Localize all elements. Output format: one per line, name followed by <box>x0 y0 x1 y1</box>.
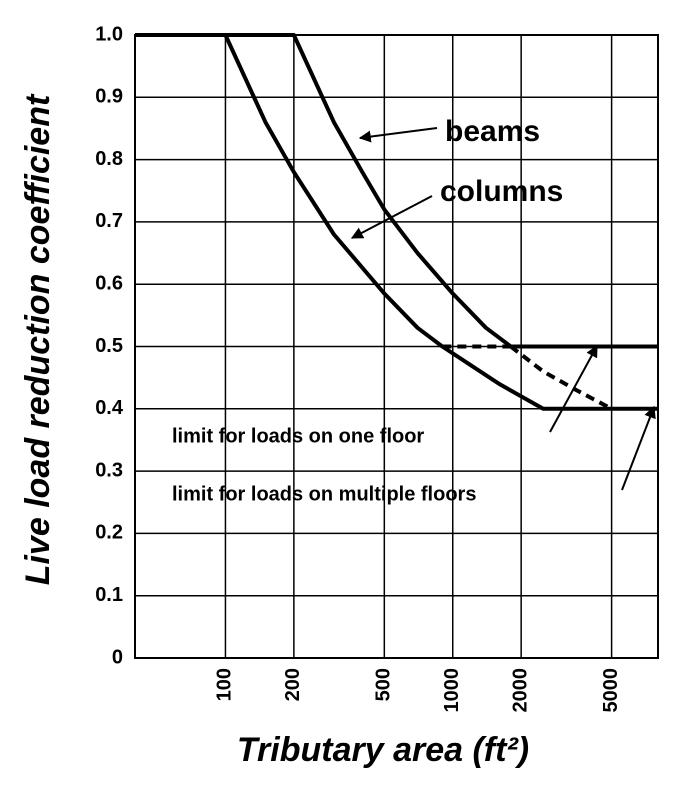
x-tick-label: 5000 <box>600 668 622 713</box>
x-tick-label: 200 <box>282 668 304 701</box>
y-tick-label: 0.7 <box>95 210 123 232</box>
x-tick-label: 2000 <box>509 668 531 713</box>
series-line <box>135 33 658 411</box>
y-tick-label: 0.9 <box>95 86 123 108</box>
y-tick-label: 0 <box>112 646 123 668</box>
y-tick-label: 0.3 <box>95 459 123 481</box>
y-tick-label: 0.4 <box>95 397 124 419</box>
x-tick-label: 500 <box>373 668 395 701</box>
multi-floor-arrow <box>621 405 656 491</box>
series-line <box>135 33 658 349</box>
series-label: columns <box>440 175 563 208</box>
y-tick-label: 0.6 <box>95 272 123 294</box>
beams-arrow <box>358 127 438 143</box>
y-tick-label: 0.5 <box>95 335 123 357</box>
x-axis-title: Tributary area (ft²) <box>237 731 529 769</box>
y-axis-title: Live load reduction coefficient <box>19 93 57 585</box>
x-tick-label: 100 <box>214 668 236 701</box>
x-tick-label: 1000 <box>441 668 463 713</box>
series-label: beams <box>445 115 540 148</box>
y-tick-label: 0.8 <box>95 148 123 170</box>
y-tick-label: 1.0 <box>95 23 123 45</box>
y-tick-label: 0.2 <box>95 522 123 544</box>
annotation: limit for loads on one floor <box>172 425 424 447</box>
annotation: limit for loads on multiple floors <box>172 483 476 505</box>
dashed-line <box>509 344 613 411</box>
y-tick-label: 0.1 <box>95 584 123 606</box>
